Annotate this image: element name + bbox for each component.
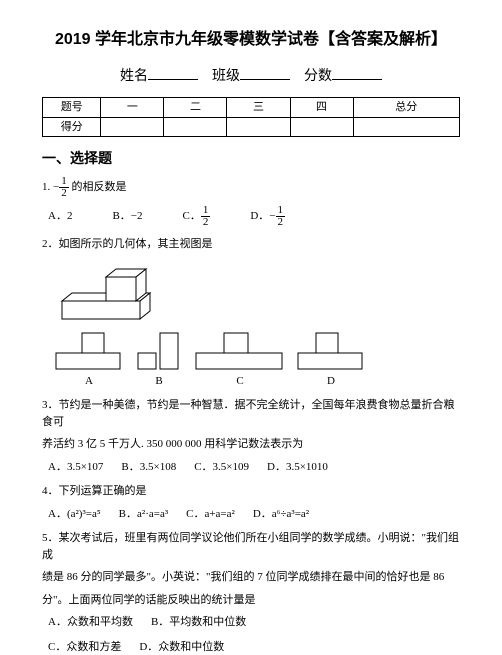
q2-caps: A B C D — [54, 373, 460, 390]
q2-cap-B: B — [134, 373, 184, 390]
blank-score — [332, 66, 382, 80]
q1-C: C．12 — [183, 205, 211, 228]
q5-B: B．平均数和中位数 — [151, 614, 246, 631]
q3-A: A．3.5×107 — [48, 459, 103, 476]
q5-l2: 绩是 86 分的同学最多"。小英说："我们组的 7 位同学成绩排在最中间的恰好也… — [42, 569, 460, 586]
q2-C-fig — [194, 329, 286, 371]
q3-l2: 养活约 3 亿 5 千万人. 350 000 000 用科学记数法表示为 — [42, 436, 460, 453]
q5-l3: 分"。上面两位同学的话能反映出的统计量是 — [42, 592, 460, 609]
q2-stem: 2．如图所示的几何体，其主视图是 — [42, 236, 460, 253]
q5-A: A．众数和平均数 — [48, 614, 133, 631]
q3-opts: A．3.5×107 B．3.5×108 C．3.5×109 D．3.5×1010 — [48, 459, 460, 476]
q1: 1. −12 的相反数是 — [42, 176, 460, 199]
blank-class — [240, 66, 290, 80]
q4-B: B．a²·a=a³ — [119, 506, 168, 523]
q1-A: A．2 — [48, 208, 72, 225]
row-score: 得分 — [43, 117, 101, 137]
label-name: 姓名 — [120, 69, 148, 84]
q2-A-fig — [54, 329, 124, 371]
label-score: 分数 — [304, 69, 332, 84]
q2-D-fig — [296, 329, 366, 371]
q1-B: B．−2 — [112, 208, 142, 225]
q4-C: C．a+a=a² — [186, 506, 235, 523]
q3-B: B．3.5×108 — [121, 459, 176, 476]
th-3: 三 — [227, 98, 290, 118]
q2-options-figs — [54, 329, 460, 371]
q2-cap-C: C — [194, 373, 286, 390]
q1-frac: 12 — [59, 176, 69, 199]
th-4: 四 — [290, 98, 353, 118]
name-line: 姓名 班级 分数 — [42, 66, 460, 87]
section-1: 一、选择题 — [42, 149, 460, 170]
q5-l1: 5．某次考试后，班里有两位同学议论他们所在小组同学的数学成绩。小明说："我们组成 — [42, 530, 460, 563]
blank-name — [148, 66, 198, 80]
th-5: 总分 — [353, 98, 459, 118]
q2-B-fig — [134, 329, 184, 371]
q3-C: C．3.5×109 — [194, 459, 249, 476]
q5-opts-1: A．众数和平均数 B．平均数和中位数 — [48, 614, 460, 631]
page-title: 2019 学年北京市九年级零模数学试卷【含答案及解析】 — [42, 28, 460, 52]
q4-opts: A．(a²)³=a⁵ B．a²·a=a³ C．a+a=a² D．a⁶÷a³=a² — [48, 506, 460, 523]
q4-stem: 4．下列运算正确的是 — [42, 483, 460, 500]
q2-cap-A: A — [54, 373, 124, 390]
q1-D: D．−12 — [250, 205, 285, 228]
q4-D: D．a⁶÷a³=a² — [253, 506, 309, 523]
q1-num: 1. — [42, 181, 50, 193]
q2-solid — [56, 259, 460, 323]
th-num: 题号 — [43, 98, 101, 118]
th-1: 一 — [101, 98, 164, 118]
label-class: 班级 — [212, 69, 240, 84]
score-table: 题号 一 二 三 四 总分 得分 — [42, 97, 460, 137]
q1-tail: 的相反数是 — [71, 181, 126, 193]
q5-C: C．众数和方差 — [48, 639, 121, 655]
q5-D: D．众数和中位数 — [139, 639, 224, 655]
q3-D: D．3.5×1010 — [267, 459, 328, 476]
q2-cap-D: D — [296, 373, 366, 390]
q5-opts-2: C．众数和方差 D．众数和中位数 — [48, 639, 460, 655]
q3-l1: 3．节约是一种美德，节约是一种智慧．据不完全统计，全国每年浪费食物总量折合粮食可 — [42, 397, 460, 430]
q1-opts: A．2 B．−2 C．12 D．−12 — [48, 205, 460, 228]
q4-A: A．(a²)³=a⁵ — [48, 506, 101, 523]
th-2: 二 — [164, 98, 227, 118]
